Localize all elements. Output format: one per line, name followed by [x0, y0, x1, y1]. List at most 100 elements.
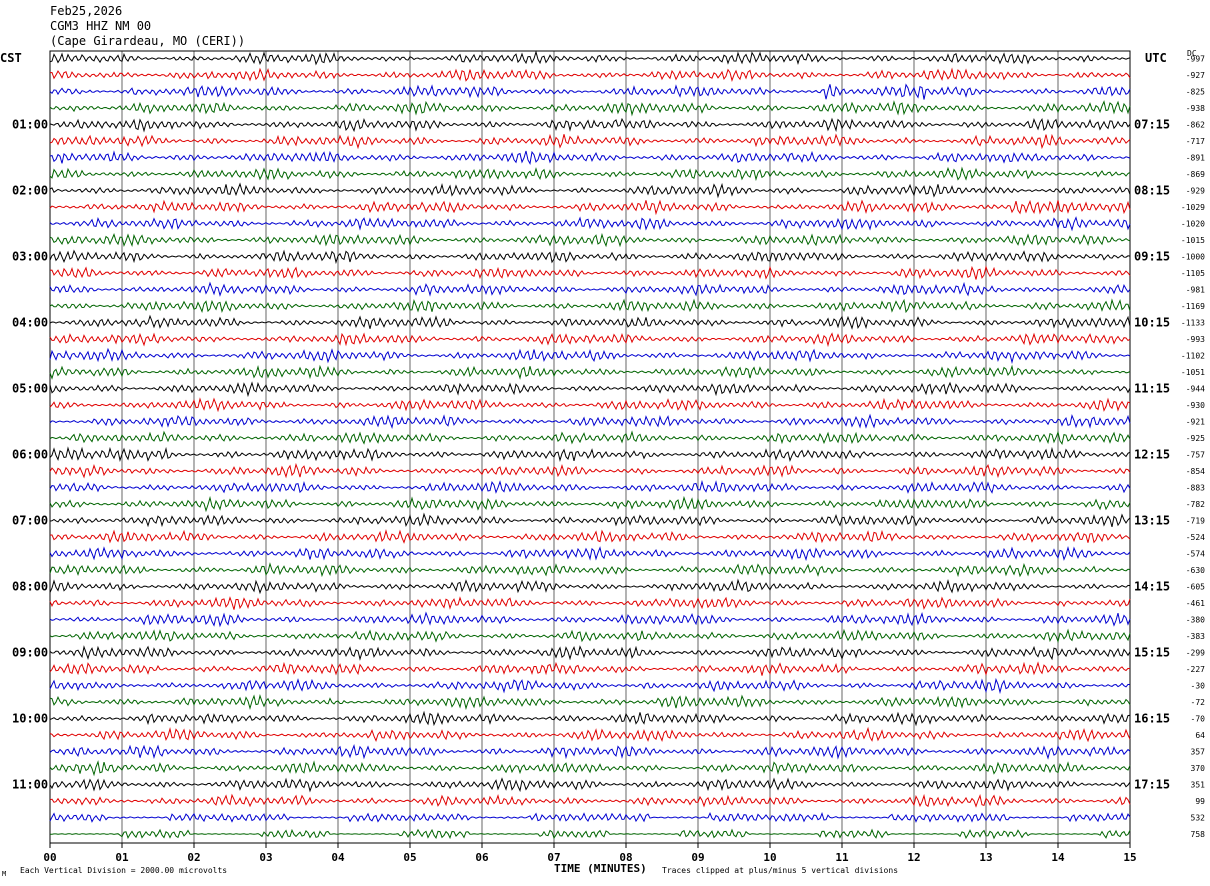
dc-offset-label: -782: [1186, 500, 1205, 509]
trace-44: [49, 760, 1131, 777]
corner-mark: M: [2, 870, 7, 878]
trace-5: [49, 117, 1131, 133]
right-hour-label: 07:15: [1134, 118, 1170, 132]
left-hour-label: 03:00: [12, 250, 48, 264]
trace-35: [49, 611, 1131, 628]
dc-offset-label: -1051: [1181, 368, 1205, 377]
dc-offset-label: -630: [1186, 566, 1205, 575]
x-tick-label: 03: [259, 851, 272, 864]
dc-offset-label: -380: [1186, 616, 1205, 625]
x-tick-label: 13: [979, 851, 992, 864]
trace-42: [49, 726, 1131, 743]
dc-offset-label: -862: [1186, 121, 1205, 130]
trace-41: [49, 710, 1131, 727]
trace-43: [49, 743, 1131, 760]
trace-24: [49, 430, 1131, 446]
x-tick-label: 06: [475, 851, 489, 864]
dc-offset-label: -929: [1186, 187, 1205, 196]
dc-offset-label: -524: [1186, 533, 1205, 542]
dc-offset-label: -925: [1186, 434, 1205, 443]
dc-offset-label: -461: [1186, 599, 1205, 608]
trace-12: [49, 232, 1131, 248]
trace-31: [49, 545, 1131, 562]
dc-offset-label: -719: [1186, 517, 1205, 526]
trace-46: [49, 793, 1131, 808]
right-hour-label: 15:15: [1134, 646, 1170, 660]
trace-34: [49, 596, 1131, 610]
dc-offset-label: -717: [1186, 137, 1205, 146]
left-hour-label: 06:00: [12, 448, 48, 462]
dc-offset-label: -30: [1191, 682, 1206, 691]
dc-offset-label: -1029: [1181, 203, 1205, 212]
trace-38: [49, 661, 1131, 676]
x-axis-title: TIME (MINUTES): [554, 862, 647, 875]
dc-column-label: DC: [1187, 49, 1197, 58]
x-tick-label: 15: [1123, 851, 1136, 864]
x-tick-label: 09: [691, 851, 704, 864]
right-hour-label: 13:15: [1134, 514, 1170, 528]
trace-13: [49, 249, 1131, 265]
dc-offset-label: -70: [1191, 715, 1206, 724]
x-tick-label: 14: [1051, 851, 1065, 864]
dc-offset-label: -854: [1186, 467, 1205, 476]
dc-offset-label: -1105: [1181, 269, 1205, 278]
dc-offset-label: 370: [1191, 764, 1206, 773]
dc-offset-label: -825: [1186, 88, 1205, 97]
trace-3: [49, 83, 1131, 100]
right-timezone-label: UTC: [1145, 51, 1167, 65]
x-tick-label: 11: [835, 851, 849, 864]
dc-offset-label: -757: [1186, 451, 1205, 460]
trace-21: [49, 381, 1131, 398]
dc-offset-label: -883: [1186, 484, 1205, 493]
dc-offset-label: -1133: [1181, 319, 1205, 328]
dc-offset-label: -944: [1186, 385, 1205, 394]
trace-14: [49, 265, 1131, 280]
trace-11: [49, 216, 1131, 232]
left-hour-label: 08:00: [12, 580, 48, 594]
trace-19: [49, 347, 1131, 365]
dc-offset-label: -921: [1186, 418, 1205, 427]
dc-offset-label: -869: [1186, 170, 1205, 179]
dc-offset-label: -1020: [1181, 220, 1205, 229]
dc-offset-label: -1015: [1181, 236, 1205, 245]
dc-offset-label: 64: [1195, 731, 1205, 740]
trace-22: [49, 397, 1131, 413]
right-hour-label: 10:15: [1134, 316, 1170, 330]
trace-20: [49, 364, 1131, 380]
trace-39: [49, 677, 1131, 695]
x-tick-label: 08: [619, 851, 632, 864]
dc-offset-label: 99: [1195, 797, 1205, 806]
trace-32: [49, 562, 1131, 578]
trace-7: [49, 150, 1131, 165]
trace-6: [49, 133, 1131, 150]
dc-offset-label: -891: [1186, 154, 1205, 163]
left-hour-label: 05:00: [12, 382, 48, 396]
x-tick-label: 05: [403, 851, 416, 864]
x-tick-label: 00: [43, 851, 56, 864]
vertical-division-note: Each Vertical Division = 2000.00 microvo…: [20, 866, 228, 875]
dc-offset-label: -227: [1186, 665, 1205, 674]
trace-47: [49, 812, 1131, 823]
x-tick-label: 10: [763, 851, 776, 864]
left-hour-label: 01:00: [12, 118, 48, 132]
trace-26: [49, 462, 1131, 479]
trace-18: [49, 332, 1131, 348]
right-hour-label: 08:15: [1134, 184, 1170, 198]
dc-offset-label: -927: [1186, 71, 1205, 80]
dc-offset-label: 532: [1191, 814, 1206, 823]
left-hour-label: 07:00: [12, 514, 48, 528]
trace-36: [49, 628, 1131, 644]
dc-offset-label: -383: [1186, 632, 1205, 641]
trace-8: [49, 166, 1131, 182]
left-hour-label: 11:00: [12, 778, 48, 792]
trace-40: [49, 694, 1131, 711]
trace-33: [49, 578, 1131, 595]
trace-29: [49, 512, 1131, 528]
trace-30: [49, 529, 1131, 544]
dc-offset-label: -930: [1186, 401, 1205, 410]
trace-4: [49, 100, 1131, 117]
trace-9: [49, 182, 1131, 199]
trace-10: [49, 199, 1131, 216]
dc-offset-label: -299: [1186, 649, 1205, 658]
